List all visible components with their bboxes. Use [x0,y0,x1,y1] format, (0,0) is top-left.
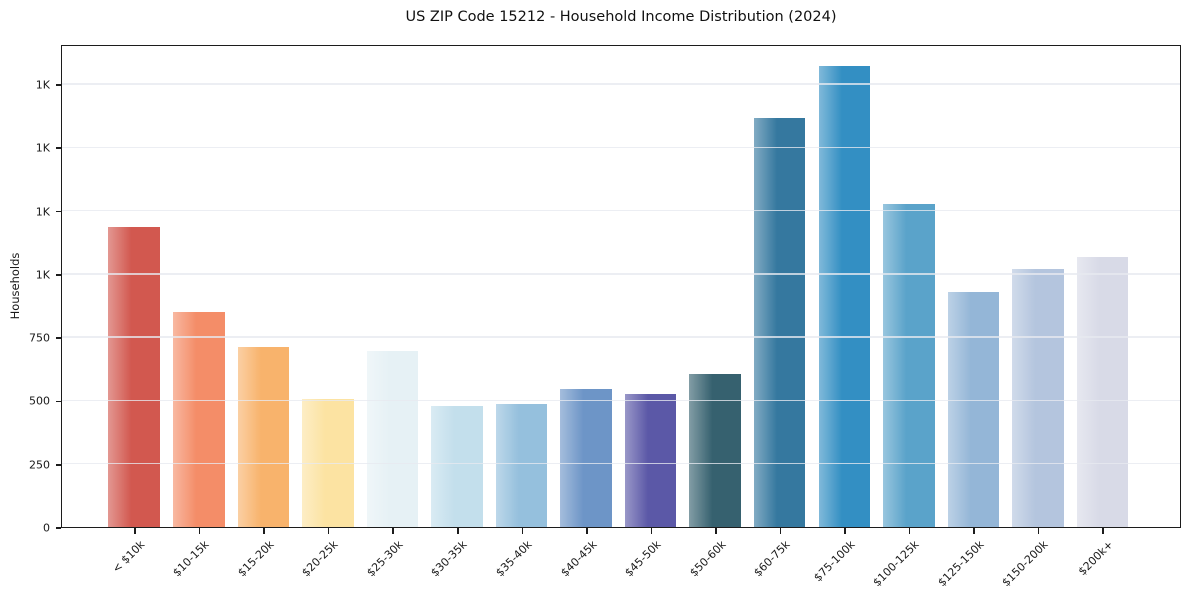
plot-area [61,45,1181,528]
y-tick-label: 0 [43,521,50,535]
x-tick-mark [263,528,265,534]
y-tick-mark [55,210,61,213]
x-tick-mark [973,528,975,534]
bar-$30-35k [431,405,483,527]
x-tick-label: $15-20k [235,538,277,580]
x-tick-label: $30-35k [428,538,470,580]
gridline [62,336,1180,338]
x-tick-label: $60-75k [751,538,793,580]
x-tick-mark [779,528,782,534]
x-tick-mark [327,528,330,534]
y-tick-label: 1K [35,78,50,92]
x-tick-label: $150-200k [999,538,1051,590]
x-tick-mark [198,528,201,534]
x-tick-mark [586,528,588,534]
y-tick-mark [55,337,61,339]
x-tick-label: $100-125k [870,538,922,590]
y-tick-mark [55,147,61,150]
y-tick-mark [55,527,61,529]
bar-$75-100k [818,66,870,527]
y-tick-label: 500 [29,394,50,408]
x-tick-label: $10-15k [170,538,212,580]
gridline [62,146,1180,148]
x-tick-mark [134,528,136,534]
gridline [62,399,1180,402]
bar-$10-15k [173,311,225,527]
x-tick-mark [844,528,846,534]
bar-$25-30k [366,351,419,527]
x-tick-label: $45-50k [622,538,664,580]
bar-$40-45k [560,389,612,527]
y-tick-mark [55,400,61,403]
y-tick-mark [55,463,61,466]
x-tick-mark [715,528,717,534]
y-axis: 0 250 500 750 1K 1K 1K 1K [0,45,61,535]
bar-$60-75k [753,118,806,527]
x-tick-label: $35-40k [493,538,535,580]
x-tick-mark [1037,528,1040,534]
x-tick-label: $25-30k [364,538,406,580]
x-tick-mark [456,528,459,534]
x-tick-label: $50-60k [686,538,729,580]
x-tick-mark [650,528,653,534]
bar-$45-50k [624,394,677,527]
y-tick-label: 750 [29,331,50,345]
bar-< $10k [108,227,160,527]
x-tick-mark [392,528,394,534]
bar-$15-20k [237,347,290,527]
gridline [62,209,1180,212]
x-tick-mark [1102,528,1105,534]
bar-$100-125k [883,204,935,527]
chart-title: US ZIP Code 15212 - Household Income Dis… [405,9,837,25]
gridline [62,83,1180,85]
x-tick-label: $200k+ [1075,538,1116,579]
bar-$35-40k [495,404,548,527]
bar-$200k+ [1076,257,1129,527]
y-tick-label: 1K [35,268,50,282]
x-tick-label: $20-25k [299,538,341,580]
x-tick-label: $40-45k [557,538,600,580]
x-tick-mark [521,528,524,534]
x-tick-label: $75-100k [811,538,858,585]
y-tick-mark [55,274,61,276]
x-axis: < $10k $10-15k $15-20k $20-25k $25-30k $30-35… [61,528,1181,590]
bar-$150-200k [1012,268,1064,527]
gridline [62,463,1180,465]
y-tick-label: 1K [35,141,50,155]
bar-$125-150k [947,291,1000,527]
x-tick-mark [908,528,911,534]
x-tick-label: < $10k [109,538,148,576]
bar-$50-60k [689,373,741,527]
gridline [62,273,1180,275]
y-tick-label: 1K [35,205,50,219]
y-tick-label: 250 [29,458,50,472]
y-tick-mark [55,84,61,86]
x-tick-label: $125-150k [935,538,987,590]
